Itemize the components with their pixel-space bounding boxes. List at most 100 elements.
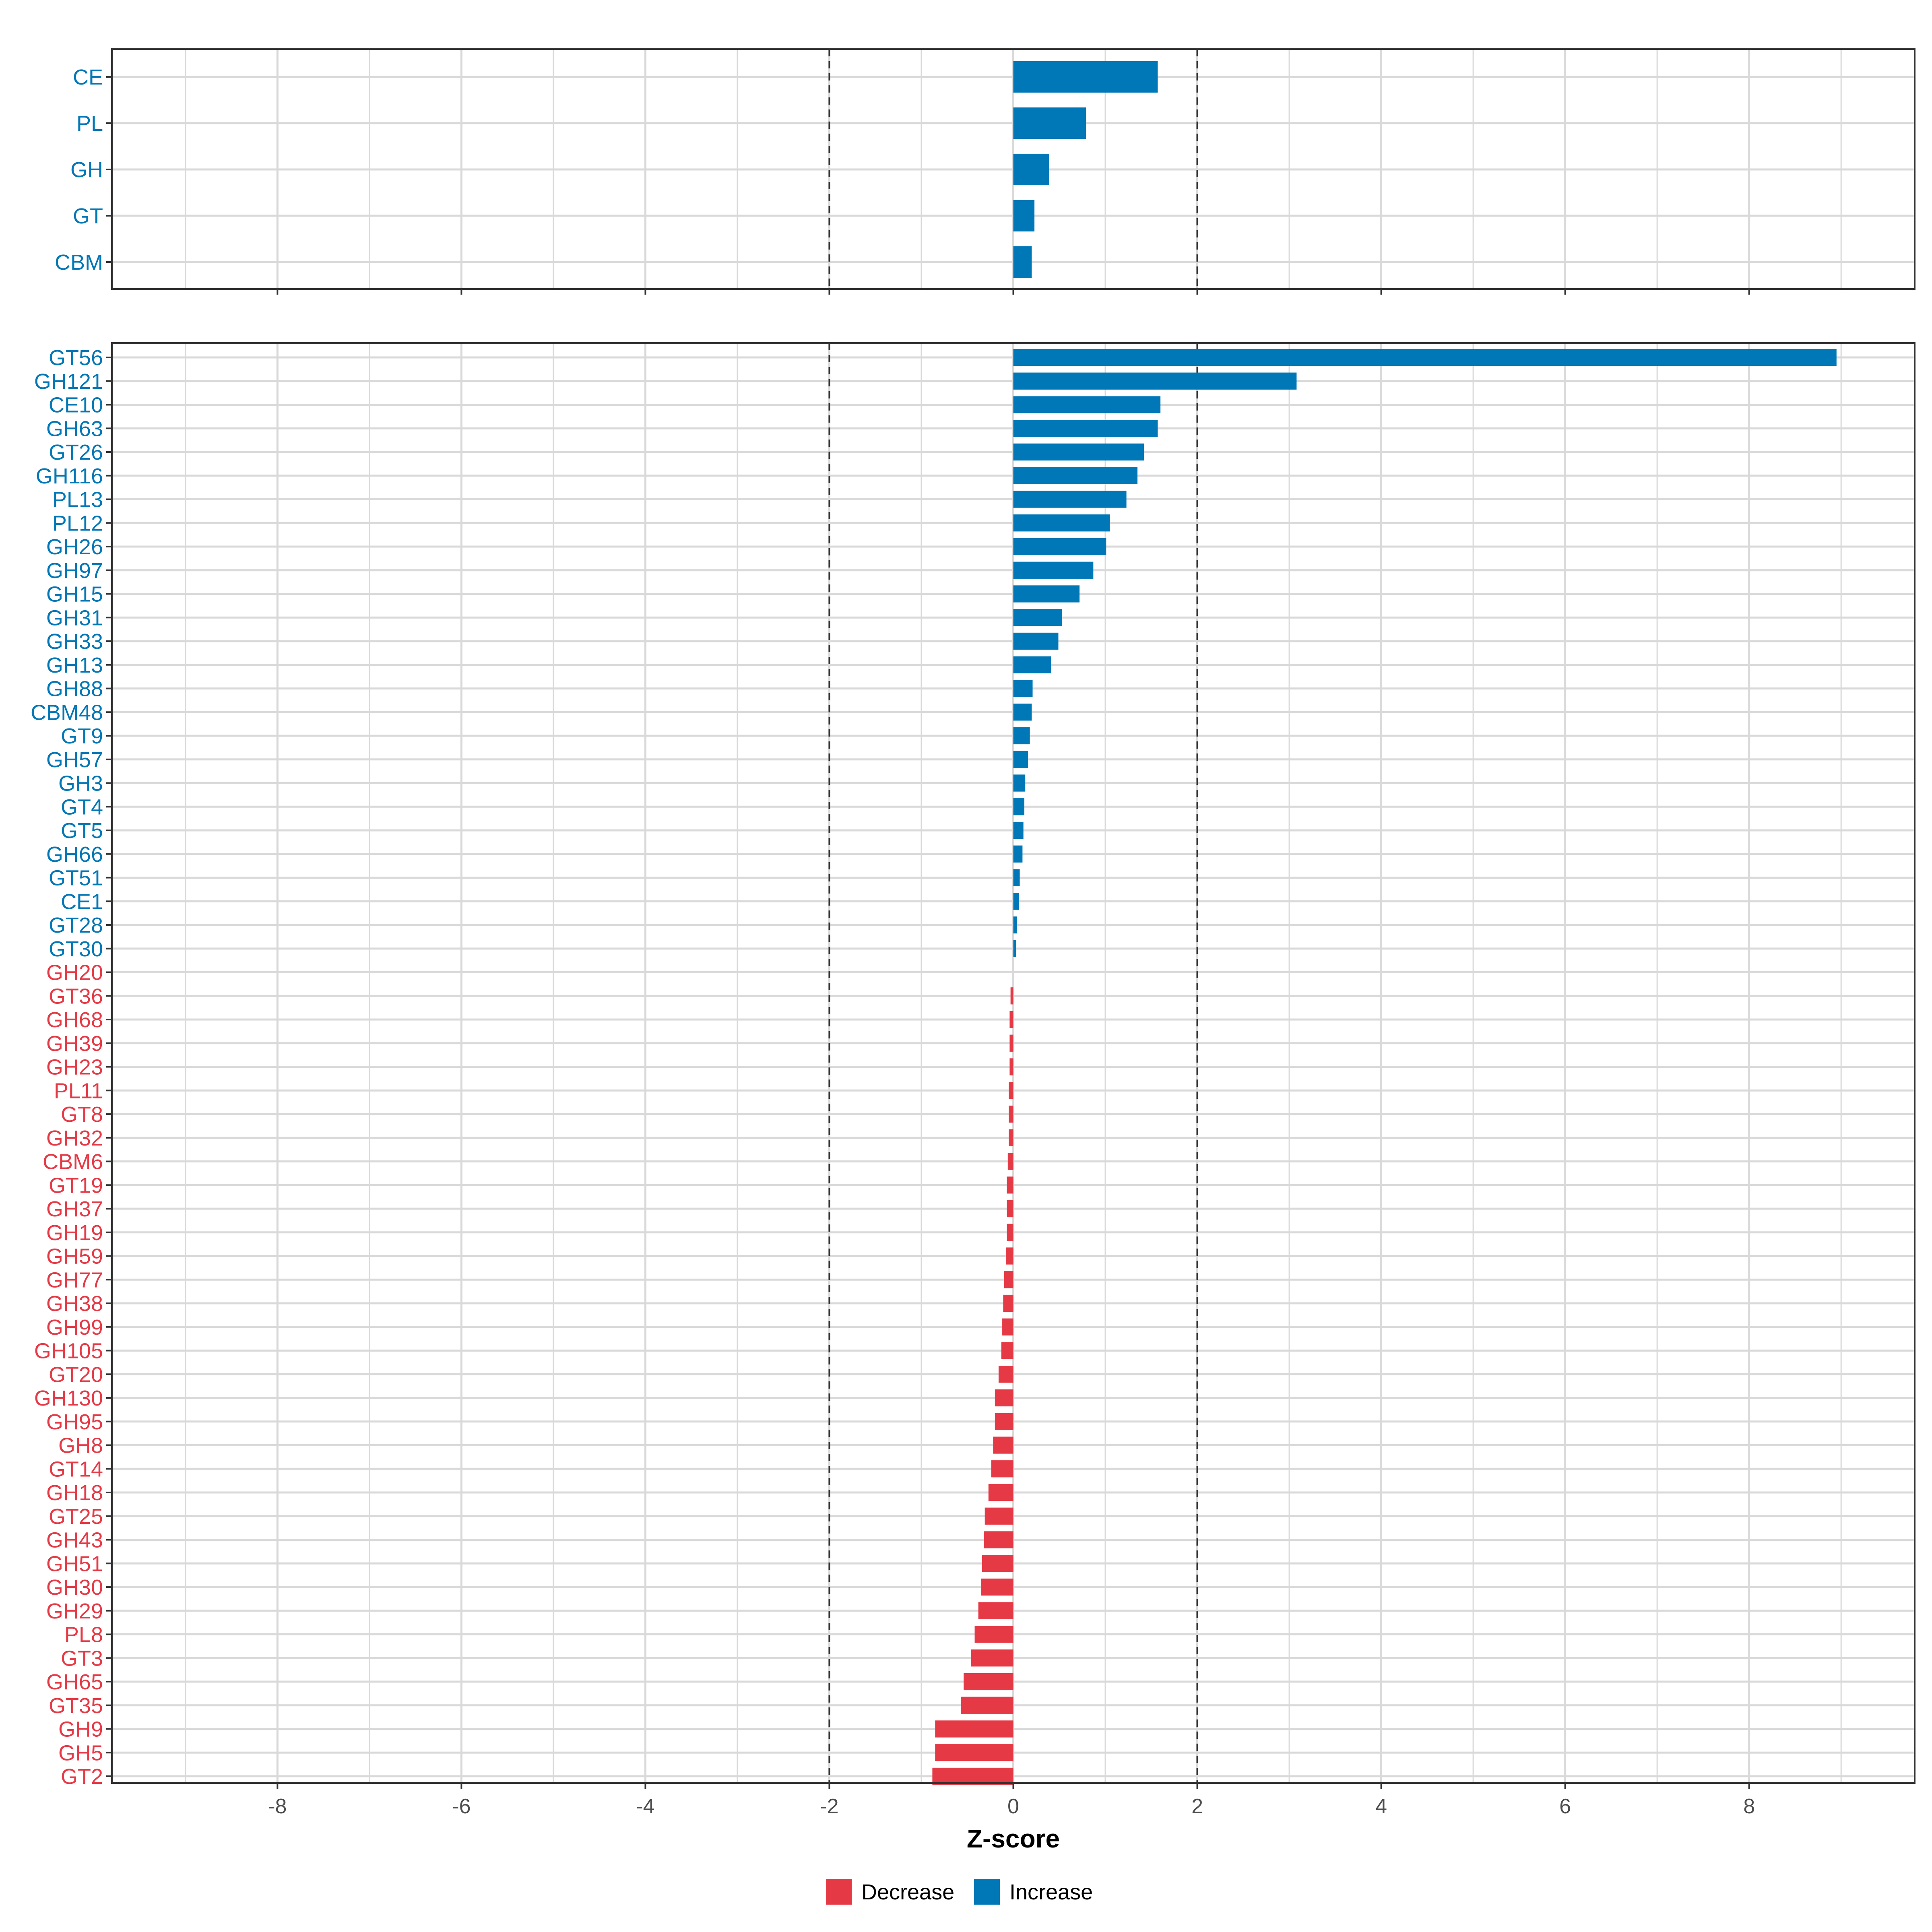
category-label: PL11 (54, 1079, 103, 1103)
bar (1013, 916, 1017, 934)
category-label: PL13 (52, 488, 103, 512)
bar (1013, 940, 1016, 957)
category-label: CBM6 (43, 1150, 103, 1174)
category-label: GT14 (49, 1457, 103, 1481)
category-label: GT19 (49, 1173, 103, 1197)
bar (1007, 1177, 1013, 1194)
category-label: GH105 (34, 1339, 103, 1363)
bar (1013, 893, 1019, 910)
category-label: GH3 (58, 772, 103, 796)
category-label: GH38 (46, 1292, 103, 1316)
category-label: GH66 (46, 842, 103, 867)
category-label: GH63 (46, 417, 103, 441)
bar (1013, 538, 1106, 555)
bar (1013, 704, 1032, 721)
category-label: GH18 (46, 1481, 103, 1505)
category-label: GH88 (46, 677, 103, 701)
x-tick-label: -4 (636, 1795, 654, 1818)
category-label: GH77 (46, 1268, 103, 1292)
bar (1003, 1294, 1013, 1312)
bar (993, 1437, 1013, 1454)
x-tick-label: -6 (452, 1795, 471, 1818)
category-label: GH95 (46, 1410, 103, 1434)
category-label: GT35 (49, 1694, 103, 1718)
bar (1013, 609, 1062, 626)
bar (1009, 1011, 1013, 1028)
category-label: GT28 (49, 913, 103, 937)
bar (1013, 514, 1110, 532)
x-tick-label: 6 (1559, 1795, 1571, 1818)
bar (974, 1626, 1013, 1643)
x-tick-label: 8 (1743, 1795, 1755, 1818)
bar (1013, 561, 1094, 579)
category-label: GH13 (46, 653, 103, 677)
bar (1013, 656, 1051, 673)
category-label: GT20 (49, 1362, 103, 1387)
panel-border (111, 48, 1915, 290)
x-tick-label: -2 (820, 1795, 838, 1818)
bar (964, 1673, 1013, 1690)
bar (1013, 420, 1158, 437)
category-label: GH130 (34, 1386, 103, 1410)
legend-label: Decrease (861, 1880, 954, 1904)
x-tick-label: 4 (1375, 1795, 1387, 1818)
category-label: CE10 (49, 393, 103, 417)
category-label: GH30 (46, 1575, 103, 1600)
legend-label: Increase (1009, 1880, 1093, 1904)
bar (985, 1507, 1013, 1525)
category-label: GT (73, 204, 103, 228)
category-label: GH97 (46, 559, 103, 583)
bar (1013, 727, 1030, 745)
category-label: GH59 (46, 1245, 103, 1269)
bar (1013, 822, 1024, 839)
category-label: CBM (55, 250, 103, 275)
category-label: GH121 (34, 369, 103, 394)
bar (1009, 1105, 1013, 1123)
category-label: GH31 (46, 606, 103, 630)
category-label: GH9 (58, 1717, 103, 1742)
category-label: CE1 (61, 890, 103, 914)
category-label: GH15 (46, 582, 103, 607)
bar (1013, 491, 1127, 508)
category-label: PL (76, 111, 103, 136)
bar (984, 1531, 1013, 1548)
category-label: PL8 (64, 1623, 103, 1647)
bar (1001, 1342, 1013, 1359)
legend-key (974, 1879, 1000, 1905)
bar (1013, 443, 1144, 461)
bar (961, 1697, 1013, 1714)
category-label: GH43 (46, 1528, 103, 1552)
bar (1013, 372, 1297, 390)
category-label: GH19 (46, 1221, 103, 1245)
class-panel: CE PL GH GT CBM (55, 48, 1915, 295)
bar (1002, 1318, 1013, 1335)
bar (988, 1484, 1013, 1501)
bar (1006, 1247, 1013, 1265)
x-tick-label: 0 (1007, 1795, 1019, 1818)
panel-border (111, 342, 1915, 1784)
family-panel: GT56GH121CE10GH63GT26GH116PL13PL12GH26GH… (31, 342, 1915, 1789)
category-label: GT2 (61, 1765, 103, 1789)
bar (1013, 751, 1028, 768)
bar (1013, 585, 1080, 603)
bar (995, 1389, 1013, 1407)
bar (1013, 246, 1032, 278)
bar (1004, 1271, 1013, 1288)
bar (935, 1720, 1013, 1738)
bar (978, 1602, 1013, 1619)
bar (1013, 467, 1138, 484)
legend-key (826, 1879, 852, 1905)
category-label: PL12 (52, 511, 103, 535)
category-label: GT36 (49, 984, 103, 1008)
bar (1009, 1058, 1013, 1075)
bar (981, 1578, 1013, 1596)
category-label: GH68 (46, 1008, 103, 1032)
bar (1010, 987, 1013, 1005)
legend: Decrease Increase (826, 1879, 1093, 1905)
bar (1009, 1129, 1013, 1146)
category-label: GH8 (58, 1434, 103, 1458)
bar (1013, 349, 1837, 366)
bar (982, 1555, 1013, 1572)
